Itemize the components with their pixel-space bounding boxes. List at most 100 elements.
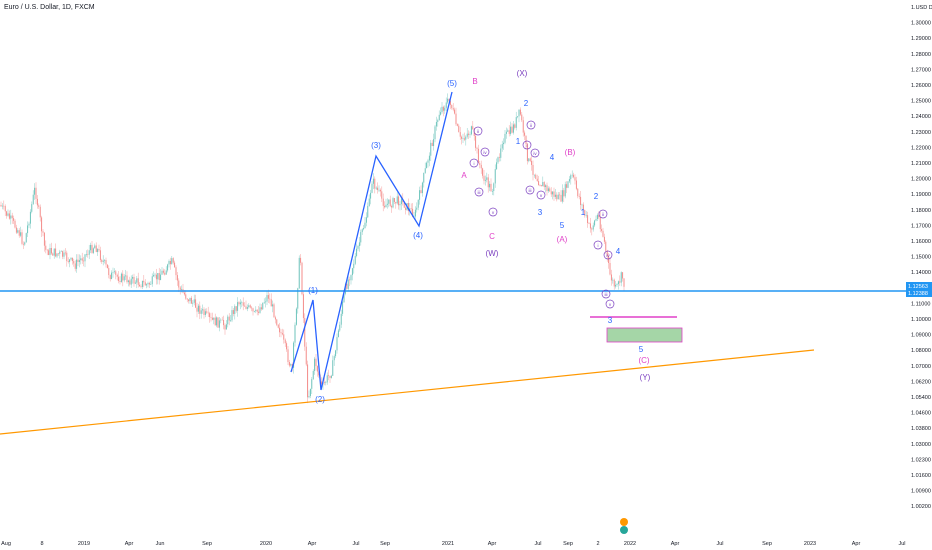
wave-label-blue: 4 xyxy=(616,247,621,256)
candle-body xyxy=(225,324,227,330)
candle-body xyxy=(87,254,89,255)
candle-body xyxy=(395,201,397,204)
candle-body xyxy=(290,364,292,366)
candle-body xyxy=(120,273,122,282)
candle-body xyxy=(168,260,170,265)
candle-body xyxy=(435,122,437,127)
roman-wave-label: iv xyxy=(533,151,537,156)
candle-body xyxy=(207,312,209,314)
roman-wave-label: v xyxy=(540,193,543,198)
roman-wave-label: ii xyxy=(602,212,604,217)
x-axis[interactable]: Aug 8 2019 Apr Jun Sep 2020 Apr Jul Sep 2021 Apr Jul… xyxy=(1,541,905,547)
x-tick-label: Sep xyxy=(380,541,390,547)
candle-body xyxy=(493,183,495,192)
candle-body xyxy=(337,330,339,338)
candle-body xyxy=(195,299,197,308)
impulse-wave-line[interactable] xyxy=(290,91,453,391)
roman-wave-circle xyxy=(593,240,603,250)
candle-body xyxy=(462,138,464,139)
candle-body xyxy=(260,307,262,310)
candle-body xyxy=(507,130,509,132)
candle-body xyxy=(200,310,202,314)
candle-body xyxy=(169,260,171,265)
candle-body xyxy=(315,358,317,367)
candle-body xyxy=(42,231,44,233)
candle-body xyxy=(510,126,512,134)
candle-body xyxy=(549,188,551,192)
price-tag-label: 1.12563 xyxy=(908,284,928,290)
candle-body xyxy=(17,230,19,233)
candle-body xyxy=(115,271,117,275)
candle-body xyxy=(109,275,111,280)
candle-body xyxy=(234,306,236,314)
candle-body xyxy=(476,147,478,149)
candle-body xyxy=(556,194,558,200)
candle-body xyxy=(112,272,114,273)
candle-body xyxy=(76,259,78,269)
candle-body xyxy=(360,232,362,243)
candle-body xyxy=(508,130,510,134)
roman-wave-circle xyxy=(525,185,535,195)
candle-body xyxy=(62,251,64,257)
candle-body xyxy=(311,379,313,389)
candle-body xyxy=(486,177,488,180)
candle-body xyxy=(543,182,545,188)
candle-body xyxy=(561,190,563,202)
candle-body xyxy=(157,273,159,280)
candle-body xyxy=(183,292,185,295)
candle-body xyxy=(18,230,20,236)
x-tick-label: 2022 xyxy=(624,541,636,547)
wave-label-blue: 4 xyxy=(550,153,555,162)
candle-body xyxy=(20,232,22,236)
candle-body xyxy=(496,162,498,170)
candle-body xyxy=(567,181,569,188)
candles-layer xyxy=(0,93,625,404)
candle-body xyxy=(171,258,173,265)
y-axis[interactable]: 1.USD D 1.30000 1.29000 1.28000 1.27000 1.260… xyxy=(906,5,932,510)
candle-body xyxy=(59,251,61,254)
trend-line[interactable] xyxy=(0,349,815,435)
candle-body xyxy=(71,257,73,262)
event-icon[interactable] xyxy=(620,526,628,534)
candle-body xyxy=(318,371,320,376)
candle-body xyxy=(479,163,481,165)
candle-body xyxy=(235,306,237,311)
candle-body xyxy=(321,381,323,385)
candle-body xyxy=(466,133,468,137)
candle-body xyxy=(286,343,288,350)
candle-body xyxy=(472,126,474,130)
candle-body xyxy=(368,198,370,207)
candle-body xyxy=(559,194,561,196)
candle-body xyxy=(38,205,40,207)
x-tick-label: Jul xyxy=(534,541,541,547)
candle-body xyxy=(255,309,257,312)
candle-body xyxy=(176,275,178,281)
candle-body xyxy=(526,143,528,162)
wave-labels-layer: (1)(2)(3)(4)(5)2143521435BAC(B)(A)(C)(X)… xyxy=(308,69,651,534)
candle-body xyxy=(441,106,443,113)
candle-body xyxy=(444,107,446,111)
candle-body xyxy=(336,337,338,351)
y-tick-label: 1.10000 xyxy=(911,317,931,323)
candle-body xyxy=(199,305,201,314)
y-tick-label: 1.19000 xyxy=(911,192,931,198)
y-tick-label: 1.29000 xyxy=(911,36,931,42)
target-zone-box[interactable] xyxy=(606,327,683,343)
candle-body xyxy=(130,278,132,285)
candle-body xyxy=(522,120,524,133)
candle-body xyxy=(605,241,607,251)
candle-body xyxy=(329,375,331,378)
candle-body xyxy=(519,109,521,115)
candle-body xyxy=(610,274,612,281)
y-tick-label: 1.17000 xyxy=(911,223,931,229)
candle-body xyxy=(3,205,5,207)
candle-body xyxy=(323,382,325,383)
y-tick-label: 1.00900 xyxy=(911,489,931,495)
x-tick-label: Sep xyxy=(762,541,772,547)
event-icon[interactable] xyxy=(620,518,628,526)
candle-body xyxy=(393,198,395,202)
candle-body xyxy=(497,157,499,163)
candle-body xyxy=(150,284,152,285)
